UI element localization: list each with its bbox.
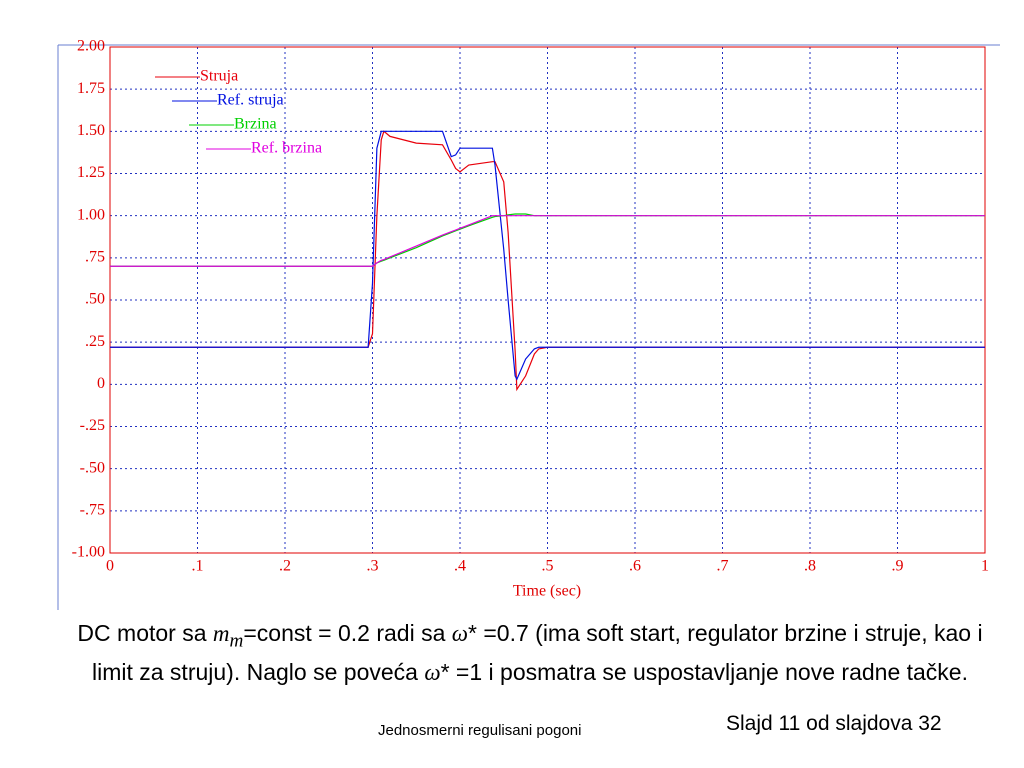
x-tick-label: 1 <box>981 558 989 575</box>
caption-symbol: m <box>212 621 230 646</box>
footer-slide-number: Slajd 11 od slajdova 32 <box>726 712 942 735</box>
y-tick-label: .25 <box>85 333 105 350</box>
x-tick-label: .2 <box>279 558 291 575</box>
caption-symbol: ω <box>451 621 469 646</box>
legend-label: Ref. struja <box>217 92 284 109</box>
caption-symbol: ω <box>424 659 441 685</box>
x-tick-label: .7 <box>717 558 729 575</box>
footer-course: Jednosmerni regulisani pogoni <box>378 722 582 739</box>
x-tick-label: .5 <box>542 558 554 575</box>
series-line <box>110 213 985 267</box>
y-tick-label: .50 <box>85 291 105 308</box>
y-tick-label: .75 <box>85 249 105 266</box>
y-tick-label: 2.00 <box>77 38 105 55</box>
series-line <box>110 215 985 267</box>
x-tick-label: 0 <box>106 558 114 575</box>
y-tick-label: -.75 <box>80 502 105 519</box>
legend-label: Ref. brzina <box>251 140 322 157</box>
y-tick-label: -1.00 <box>72 544 105 561</box>
series-line <box>110 130 985 392</box>
y-tick-label: -.25 <box>80 417 105 434</box>
y-tick-label: -.50 <box>80 459 105 476</box>
x-axis-label: Time (sec) <box>513 583 581 600</box>
x-tick-label: .4 <box>454 558 466 575</box>
y-tick-label: 1.50 <box>77 122 105 139</box>
legend-label: Struja <box>200 68 238 85</box>
x-tick-label: .9 <box>892 558 904 575</box>
series-line <box>110 130 985 381</box>
x-tick-label: .1 <box>192 558 204 575</box>
x-tick-label: .3 <box>367 558 379 575</box>
y-tick-label: 1.25 <box>77 164 105 181</box>
plot-frame <box>109 46 986 554</box>
y-tick-label: 1.75 <box>77 80 105 97</box>
caption-text: DC motor sa <box>77 620 213 646</box>
x-tick-label: .6 <box>629 558 641 575</box>
caption-text: * =0.7 (ima soft start, regulator brzine… <box>91 620 983 685</box>
x-tick-label: .8 <box>804 558 816 575</box>
y-tick-label: 1.00 <box>77 206 105 223</box>
caption-text: =const = 0.2 radi sa <box>243 620 452 646</box>
legend-label: Brzina <box>234 116 277 133</box>
y-tick-label: 0 <box>97 375 105 392</box>
caption: DC motor sa mm=const = 0.2 radi sa ω* =0… <box>60 618 1000 688</box>
caption-text: * =1 i posmatra se uspostavljanje nove r… <box>440 658 968 685</box>
caption-subscript: m <box>229 630 244 652</box>
